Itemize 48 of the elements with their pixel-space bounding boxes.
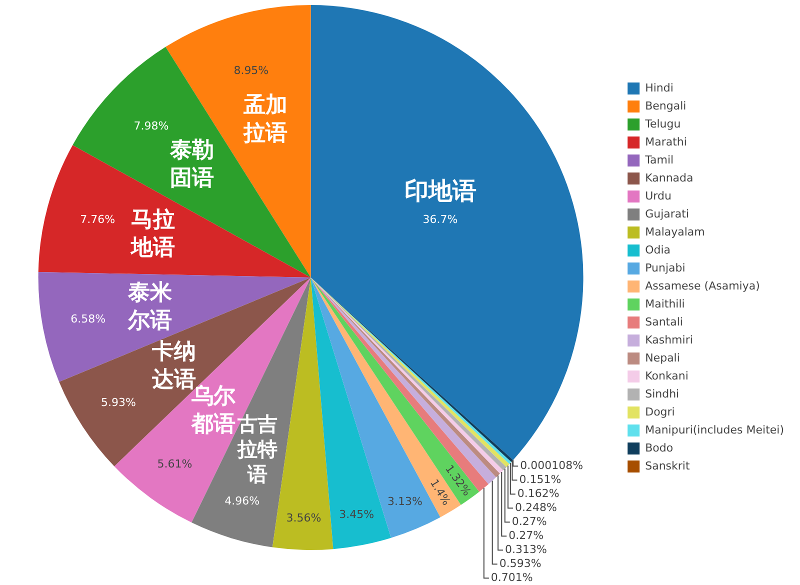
data-label: 36.7% — [422, 212, 458, 226]
legend-label: Gujarati — [645, 207, 690, 220]
data-label: 3.56% — [286, 512, 322, 525]
legend-label: Bengali — [645, 99, 686, 112]
legend-label: Nepali — [645, 351, 680, 364]
data-label: 5.93% — [101, 396, 136, 410]
text: 孟加拉语 — [243, 93, 288, 146]
data-label: 0.593% — [499, 556, 542, 570]
data-label: 0.000108% — [520, 458, 584, 472]
data-label: 7.76% — [80, 212, 116, 226]
data-label: 0.151% — [519, 472, 562, 486]
text: 泰米尔语 — [128, 280, 172, 334]
data-label: 0.313% — [505, 542, 547, 556]
legend-label: Manipuri(includes Meitei) — [645, 423, 784, 436]
legend-label: Odia — [645, 243, 671, 256]
legend-label: Hindi — [645, 81, 674, 94]
legend-label: Marathi — [645, 135, 687, 148]
legend-label: Maithili — [645, 297, 685, 310]
data-label: 4.96% — [224, 494, 260, 508]
legend-label: Dogri — [645, 405, 675, 418]
legend-label: Punjabi — [645, 261, 686, 274]
text: 印地语 — [404, 177, 476, 206]
legend-label: Konkani — [645, 369, 688, 382]
data-label: 5.61% — [157, 457, 192, 470]
data-label: 7.98% — [134, 119, 169, 132]
data-label: 0.701% — [490, 570, 533, 584]
legend-label: Sanskrit — [645, 459, 690, 472]
legend-label: Santali — [645, 315, 683, 328]
data-label: 0.162% — [517, 486, 560, 500]
legend-label: Kashmiri — [645, 333, 693, 346]
legend-label: Malayalam — [645, 225, 705, 238]
legend-label: Bodo — [645, 441, 674, 454]
text: 马拉地语 — [130, 208, 175, 261]
legend-label: Urdu — [645, 189, 672, 202]
legend-label: Sindhi — [645, 387, 680, 400]
legend-label: Assamese (Asamiya) — [645, 279, 760, 292]
legend-label: Kannada — [645, 171, 694, 184]
data-label: 0.27% — [512, 514, 547, 528]
data-label: 3.45% — [339, 508, 374, 521]
legend-label: Tamil — [644, 153, 674, 166]
data-label: 6.58% — [70, 312, 106, 326]
text: 泰勒固语 — [170, 138, 214, 191]
text: 古吉拉特语 — [238, 412, 278, 486]
data-label: 0.27% — [508, 528, 544, 542]
data-label: 8.95% — [234, 64, 269, 77]
data-label: 3.13% — [388, 494, 423, 508]
legend-label: Telugu — [644, 117, 681, 130]
data-label: 0.248% — [514, 500, 557, 514]
